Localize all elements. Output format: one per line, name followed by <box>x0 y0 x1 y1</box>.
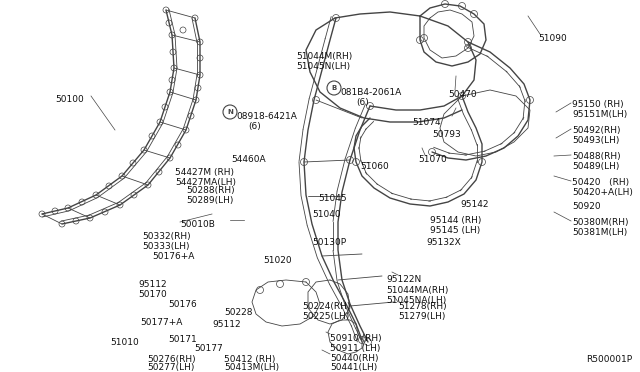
Text: 51044M(RH): 51044M(RH) <box>296 52 352 61</box>
Text: 51070: 51070 <box>418 155 447 164</box>
Text: 50380M(RH): 50380M(RH) <box>572 218 628 227</box>
Text: 51278(RH): 51278(RH) <box>398 302 447 311</box>
Text: 50333(LH): 50333(LH) <box>142 242 189 251</box>
Text: 50288(RH): 50288(RH) <box>186 186 235 195</box>
Text: 50493(LH): 50493(LH) <box>572 136 620 145</box>
Text: 95112: 95112 <box>212 320 241 329</box>
Text: 54460A: 54460A <box>231 155 266 164</box>
Text: (6): (6) <box>356 98 369 107</box>
Text: 51074: 51074 <box>412 118 440 127</box>
Text: 54427M (RH): 54427M (RH) <box>175 168 234 177</box>
Text: 50470: 50470 <box>448 90 477 99</box>
Text: 95145 (LH): 95145 (LH) <box>430 226 480 235</box>
Text: 51279(LH): 51279(LH) <box>398 312 445 321</box>
Text: 51020: 51020 <box>263 256 292 265</box>
Text: 50488(RH): 50488(RH) <box>572 152 621 161</box>
Text: 95150 (RH): 95150 (RH) <box>572 100 623 109</box>
Text: N: N <box>227 109 233 115</box>
Text: 50170: 50170 <box>138 290 167 299</box>
Text: 95151M(LH): 95151M(LH) <box>572 110 627 119</box>
Text: 50276(RH): 50276(RH) <box>147 355 196 364</box>
Text: 50440(RH): 50440(RH) <box>330 354 378 363</box>
Text: 50413M(LH): 50413M(LH) <box>224 363 279 372</box>
Text: 95142: 95142 <box>460 200 488 209</box>
Text: 50171: 50171 <box>168 335 196 344</box>
Text: 50910 (RH): 50910 (RH) <box>330 334 381 343</box>
Text: 51045N(LH): 51045N(LH) <box>296 62 350 71</box>
Text: 50177+A: 50177+A <box>140 318 182 327</box>
Text: 50381M(LH): 50381M(LH) <box>572 228 627 237</box>
Text: 51060: 51060 <box>360 162 388 171</box>
Text: 51044MA(RH): 51044MA(RH) <box>386 286 449 295</box>
Text: 50911 (LH): 50911 (LH) <box>330 344 380 353</box>
Text: 50177: 50177 <box>194 344 223 353</box>
Text: 51040: 51040 <box>312 210 340 219</box>
Text: R500001P: R500001P <box>586 355 632 364</box>
Text: 50920: 50920 <box>572 202 600 211</box>
Text: 08918-6421A: 08918-6421A <box>236 112 297 121</box>
Text: 50420   (RH): 50420 (RH) <box>572 178 629 187</box>
Text: 081B4-2061A: 081B4-2061A <box>340 88 401 97</box>
Text: 95132X: 95132X <box>426 238 461 247</box>
Text: 95122N: 95122N <box>386 275 421 284</box>
Text: 50176: 50176 <box>168 300 196 309</box>
Text: 50289(LH): 50289(LH) <box>186 196 234 205</box>
Text: 50489(LH): 50489(LH) <box>572 162 620 171</box>
Text: 50277(LH): 50277(LH) <box>147 363 195 372</box>
Text: 50176+A: 50176+A <box>152 252 195 261</box>
Text: 50100: 50100 <box>55 95 84 104</box>
Text: 50130P: 50130P <box>312 238 346 247</box>
Text: 50224(RH): 50224(RH) <box>302 302 350 311</box>
Text: 50225(LH): 50225(LH) <box>302 312 349 321</box>
Text: 50441(LH): 50441(LH) <box>330 363 377 372</box>
Text: B: B <box>332 85 337 91</box>
Text: (6): (6) <box>248 122 260 131</box>
Text: 50332(RH): 50332(RH) <box>142 232 191 241</box>
Text: 51090: 51090 <box>538 34 567 43</box>
Text: 95112: 95112 <box>138 280 166 289</box>
Text: 50793: 50793 <box>432 130 461 139</box>
Text: 51045: 51045 <box>318 194 347 203</box>
Text: 50010B: 50010B <box>180 220 215 229</box>
Text: 51045NA(LH): 51045NA(LH) <box>386 296 446 305</box>
Text: 50228: 50228 <box>224 308 253 317</box>
Text: 54427MA(LH): 54427MA(LH) <box>175 178 236 187</box>
Text: 95144 (RH): 95144 (RH) <box>430 216 481 225</box>
Text: 51010: 51010 <box>110 338 139 347</box>
Text: 50420+A(LH): 50420+A(LH) <box>572 188 633 197</box>
Text: 50412 (RH): 50412 (RH) <box>224 355 275 364</box>
Text: 50492(RH): 50492(RH) <box>572 126 621 135</box>
